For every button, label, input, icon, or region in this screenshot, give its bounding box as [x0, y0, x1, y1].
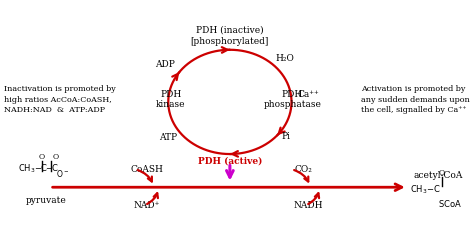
Text: PDH
phosphatase: PDH phosphatase [264, 90, 321, 109]
Text: Ca⁺⁺: Ca⁺⁺ [298, 90, 319, 99]
Text: O: O [439, 169, 445, 177]
Text: H₂O: H₂O [276, 55, 295, 64]
Text: $\mathrm{SCoA}$: $\mathrm{SCoA}$ [438, 198, 463, 209]
Text: ATP: ATP [159, 133, 177, 142]
Text: CO₂: CO₂ [294, 165, 312, 174]
Text: Pi: Pi [281, 132, 290, 141]
Text: $\mathrm{CH_3\!-\!\!C\!\!-\!\!C}$: $\mathrm{CH_3\!-\!\!C\!\!-\!\!C}$ [18, 163, 59, 175]
Text: Activation is promoted by
any sudden demands upon
the cell, signalled by Ca⁺⁺: Activation is promoted by any sudden dem… [362, 85, 470, 114]
Text: $\mathrm{CH_3\!-\!C}$: $\mathrm{CH_3\!-\!C}$ [410, 183, 441, 196]
Text: NAD⁺: NAD⁺ [134, 201, 160, 210]
Text: Inactivation is promoted by
high ratios AcCoA:CoASH,
NADH:NAD  &  ATP:ADP: Inactivation is promoted by high ratios … [4, 85, 116, 114]
Text: PDH (active): PDH (active) [198, 156, 262, 165]
Text: O: O [39, 153, 45, 161]
Text: PDH (inactive)
[phosphorylated]: PDH (inactive) [phosphorylated] [191, 26, 269, 46]
Text: O: O [53, 153, 59, 161]
Text: CoASH: CoASH [130, 165, 164, 174]
Text: PDH
kinase: PDH kinase [156, 90, 185, 109]
Text: NADH: NADH [293, 201, 323, 210]
Text: ADP: ADP [155, 60, 175, 69]
Text: pyruvate: pyruvate [26, 196, 67, 205]
Text: $\mathrm{O^-}$: $\mathrm{O^-}$ [56, 169, 69, 179]
Text: acetyl-CoA: acetyl-CoA [413, 171, 463, 180]
